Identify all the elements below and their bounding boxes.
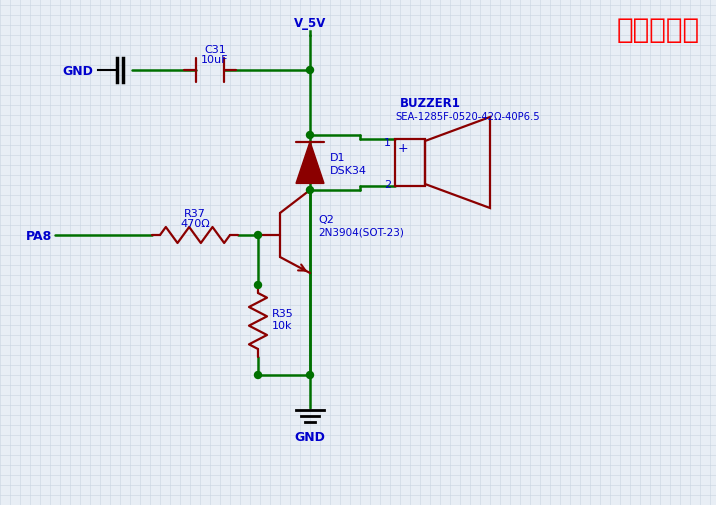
Circle shape (306, 132, 314, 139)
Circle shape (306, 187, 314, 194)
Circle shape (306, 372, 314, 379)
Text: 470Ω: 470Ω (180, 219, 210, 229)
Polygon shape (296, 142, 324, 184)
Text: 10uF: 10uF (201, 55, 228, 65)
Text: 2N3904(SOT-23): 2N3904(SOT-23) (318, 227, 404, 236)
Text: C31: C31 (204, 45, 226, 55)
Text: Q2: Q2 (318, 215, 334, 225)
Text: V_5V: V_5V (294, 17, 326, 30)
Circle shape (254, 282, 261, 289)
Text: R37: R37 (184, 209, 206, 219)
Circle shape (254, 372, 261, 379)
Text: PA8: PA8 (26, 229, 52, 242)
Text: 2: 2 (384, 180, 391, 189)
Text: D1: D1 (330, 152, 346, 162)
Text: 无源蜂鸣器: 无源蜂鸣器 (617, 16, 700, 44)
Circle shape (254, 232, 261, 239)
Text: +: + (398, 141, 409, 154)
Circle shape (306, 67, 314, 74)
Text: 10k: 10k (272, 320, 293, 330)
Bar (395, 140, 425, 187)
Text: BUZZER1: BUZZER1 (400, 97, 461, 110)
Text: DSK34: DSK34 (330, 165, 367, 175)
Text: R35: R35 (272, 309, 294, 318)
Text: GND: GND (62, 64, 93, 77)
Text: GND: GND (294, 430, 326, 443)
Text: 1: 1 (384, 138, 391, 147)
Text: SEA-1285F-0520-42Ω-40P6.5: SEA-1285F-0520-42Ω-40P6.5 (395, 112, 540, 122)
